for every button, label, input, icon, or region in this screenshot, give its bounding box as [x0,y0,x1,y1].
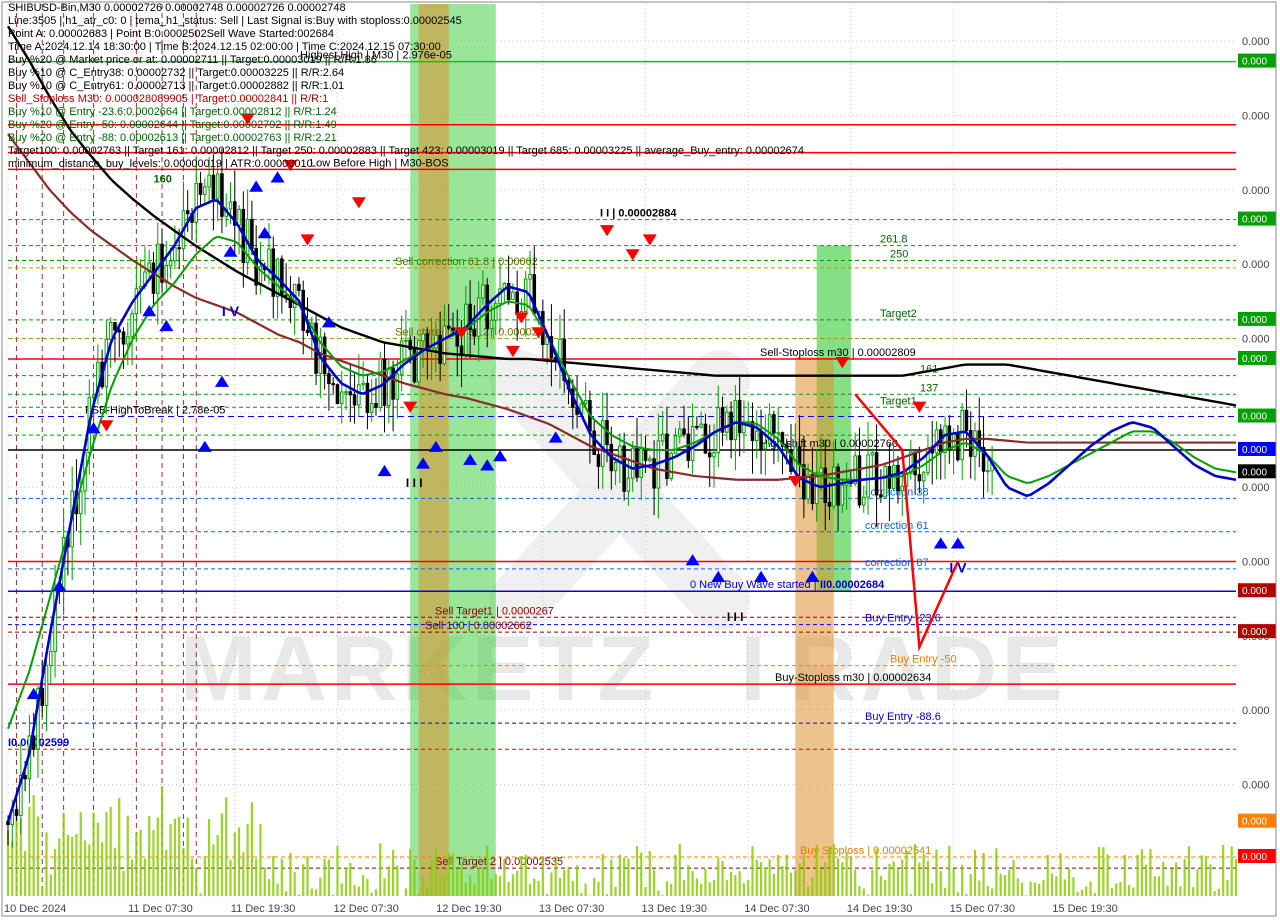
svg-text:0.000: 0.000 [1242,111,1270,123]
svg-text:0.000: 0.000 [1242,315,1267,326]
svg-text:0.000: 0.000 [1242,817,1267,828]
info-line: minimum_distance_buy_levels: 0.00000019 … [8,158,804,171]
info-line: Buy %20 @ Entry -88: 0.00002613 || Targe… [8,132,804,145]
svg-text:12 Dec 19:30: 12 Dec 19:30 [436,903,501,915]
chart-title: SHIBUSD-Bin,M30 0.00002726 0.00002748 0.… [8,2,804,15]
svg-text:0.000: 0.000 [1242,705,1270,717]
info-line: Point A: 0.00002683 | Point B:0.0002502S… [8,28,804,41]
info-line: Sell_Stoploss M30: 0.000028089905 | Targ… [8,93,804,106]
svg-text:0.000: 0.000 [1242,215,1267,226]
info-line: Target100: 0.00002763 || Target 161: 0.0… [8,145,804,158]
svg-text:0 New Buy Wave started |: 0 New Buy Wave started | [690,579,817,591]
svg-text:Buy Entry -88.6: Buy Entry -88.6 [865,711,941,723]
svg-text:0.000: 0.000 [1242,557,1270,569]
svg-text:14 Dec 19:30: 14 Dec 19:30 [847,903,912,915]
info-line: Line:3505 | h1_atr_c0: 0 | tema_h1_statu… [8,15,804,28]
svg-text:0.000: 0.000 [1242,467,1267,478]
svg-text:II0.00002684: II0.00002684 [820,579,885,591]
svg-text:Buy-Stoploss m30 | 0.00002634: Buy-Stoploss m30 | 0.00002634 [775,672,931,684]
svg-text:0.000: 0.000 [1242,780,1270,792]
svg-text:0.000: 0.000 [1242,586,1267,597]
ohlc-info-overlay: SHIBUSD-Bin,M30 0.00002726 0.00002748 0.… [8,2,804,171]
svg-text:0.000: 0.000 [1242,627,1267,638]
svg-text:correction 87: correction 87 [865,557,929,569]
svg-text:correction 61: correction 61 [865,520,929,532]
svg-text:Buy Entry -50: Buy Entry -50 [890,654,957,666]
svg-text:160: 160 [153,173,171,185]
chart-container: MARKETZIRADE0.0000.0000.0000.0000.0000.0… [0,0,1280,920]
svg-text:Sell Target1 | 0.0000267: Sell Target1 | 0.0000267 [435,605,554,617]
info-line: Buy %10 @ C_Entry61: 0.00002713 || Targe… [8,80,804,93]
svg-text:I I I: I I I [406,476,423,490]
svg-text:0.000: 0.000 [1242,412,1267,423]
svg-text:I I I: I I I [727,610,744,624]
svg-text:Buy Stoploss | 0.00002541: Buy Stoploss | 0.00002541 [800,845,931,857]
svg-text:11 Dec 07:30: 11 Dec 07:30 [128,903,193,915]
info-line: Buy %20 @ Entry -50: 0.00002644 || Targe… [8,119,804,132]
svg-text:I: I [740,618,770,720]
svg-text:261.8: 261.8 [880,234,908,246]
svg-text:0.000: 0.000 [1242,852,1267,863]
svg-text:0.000: 0.000 [1242,334,1270,346]
svg-text:0.000: 0.000 [1242,57,1267,68]
svg-text:13 Dec 07:30: 13 Dec 07:30 [539,903,604,915]
svg-text:I I | 0.00002884: I I | 0.00002884 [600,208,677,220]
svg-text:13 Dec 19:30: 13 Dec 19:30 [642,903,707,915]
svg-text:250: 250 [890,248,908,260]
svg-text:Sell correction 61.8 | 0.00002: Sell correction 61.8 | 0.00002 [395,256,538,268]
svg-text:0.000: 0.000 [1242,445,1267,456]
svg-text:0.000: 0.000 [1242,36,1270,48]
svg-text:0.000: 0.000 [1242,185,1270,197]
svg-text:Target1: Target1 [880,395,917,407]
info-line: Buy %10 @ Entry -23.6:0.0002664 || Targe… [8,106,804,119]
svg-text:10 Dec 2024: 10 Dec 2024 [4,903,66,915]
svg-text:14 Dec 07:30: 14 Dec 07:30 [744,903,809,915]
svg-text:I V: I V [949,560,967,576]
svg-text:11 Dec 19:30: 11 Dec 19:30 [231,903,296,915]
info-line: Buy %20 @ Market price or at: 0.00002711… [8,54,804,67]
svg-text:137: 137 [920,382,938,394]
svg-text:0.000: 0.000 [1242,259,1270,271]
info-line: Time A:2024.12.14 18:30:00 | Time B:2024… [8,41,804,54]
svg-text:Target2: Target2 [880,308,917,320]
svg-text:15 Dec 07:30: 15 Dec 07:30 [950,903,1015,915]
svg-text:0.000: 0.000 [1242,482,1270,494]
svg-text:0.000: 0.000 [1242,354,1267,365]
info-line: Buy %10 @ C_Entry38: 0.00002732 || Targe… [8,67,804,80]
svg-text:15 Dec 19:30: 15 Dec 19:30 [1052,903,1117,915]
svg-text:12 Dec 07:30: 12 Dec 07:30 [333,903,398,915]
svg-text:Sell 100 | 0.00002662: Sell 100 | 0.00002662 [425,620,532,632]
svg-text:I V: I V [222,303,240,319]
